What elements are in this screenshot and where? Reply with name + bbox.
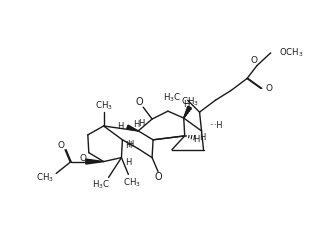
- Text: CH$_3$: CH$_3$: [181, 95, 199, 107]
- Text: H: H: [193, 135, 199, 144]
- Text: H: H: [125, 158, 132, 167]
- Text: O: O: [265, 84, 272, 93]
- Text: CH$_3$: CH$_3$: [36, 171, 54, 184]
- Text: CH$_3$: CH$_3$: [123, 176, 141, 188]
- Text: H: H: [183, 100, 190, 109]
- Text: H: H: [200, 133, 206, 142]
- Text: H: H: [138, 119, 144, 127]
- Text: H: H: [133, 121, 140, 129]
- Text: H: H: [117, 123, 124, 131]
- Polygon shape: [184, 106, 191, 118]
- Text: CH$_3$: CH$_3$: [95, 100, 113, 112]
- Text: H: H: [127, 140, 134, 149]
- Text: H: H: [125, 141, 132, 150]
- Text: O: O: [79, 154, 86, 163]
- Text: O: O: [154, 172, 162, 182]
- Text: ···H: ···H: [209, 122, 223, 130]
- Text: H$_3$C: H$_3$C: [163, 91, 181, 104]
- Text: OCH$_3$: OCH$_3$: [279, 47, 303, 59]
- Text: H$_3$C: H$_3$C: [92, 178, 110, 190]
- Text: O: O: [251, 56, 257, 65]
- Polygon shape: [127, 125, 138, 131]
- Text: O: O: [135, 97, 143, 107]
- Text: O: O: [58, 141, 65, 150]
- Polygon shape: [86, 159, 104, 164]
